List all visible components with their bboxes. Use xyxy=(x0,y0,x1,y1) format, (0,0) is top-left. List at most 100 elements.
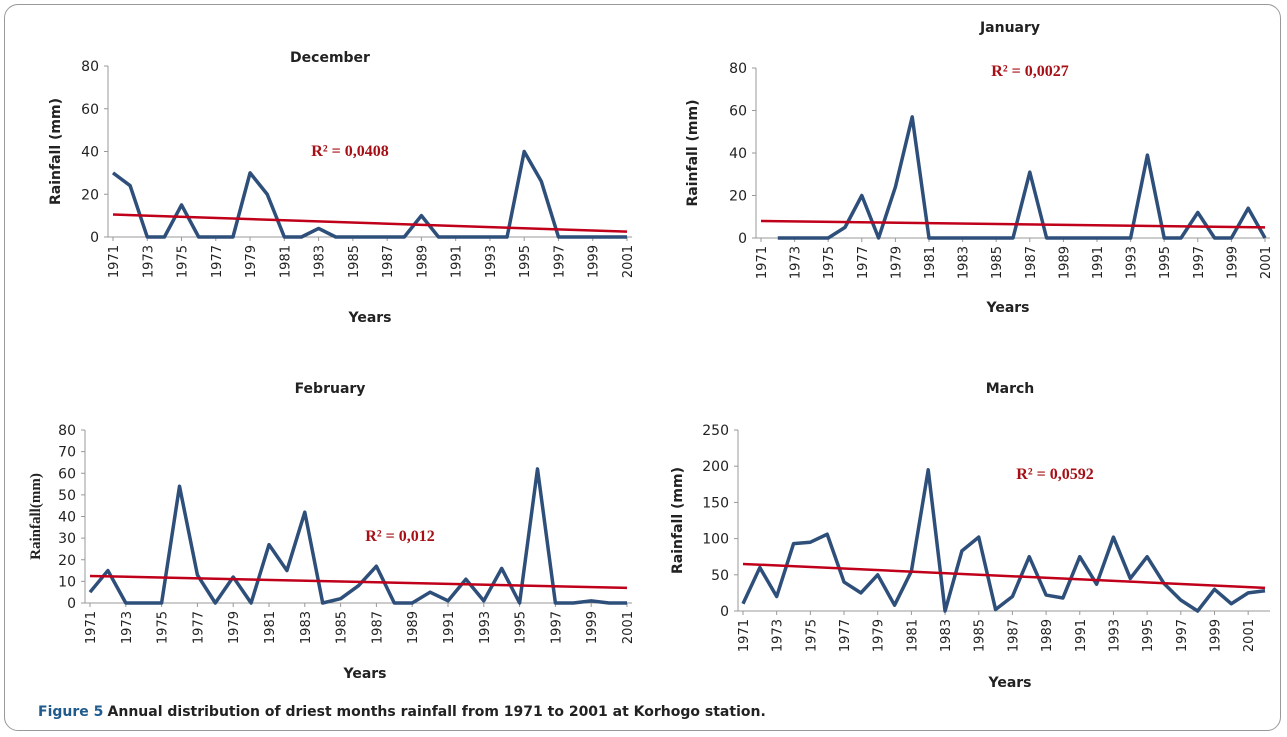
x-tick-label: 1975 xyxy=(156,611,171,644)
y-tick-label: 20 xyxy=(58,553,76,569)
x-tick-label: 1997 xyxy=(1175,619,1190,652)
y-tick-label: 10 xyxy=(58,574,76,590)
chart-title: December xyxy=(290,50,370,66)
x-tick-label: 1993 xyxy=(1125,246,1140,279)
x-tick-label: 1983 xyxy=(939,619,954,652)
data-line xyxy=(111,149,627,239)
trend-line xyxy=(742,562,1266,590)
x-tick-label: 1973 xyxy=(789,246,804,279)
x-tick-label: 1987 xyxy=(370,611,385,644)
y-tick-label: 0 xyxy=(720,604,729,620)
x-axis-label: Years xyxy=(987,675,1031,691)
x-tick-label: 1999 xyxy=(1208,619,1223,652)
x-tick-label: 1979 xyxy=(872,619,887,652)
y-tick-label: 50 xyxy=(58,488,76,504)
x-tick-label: 1975 xyxy=(804,619,819,652)
x-tick-label: 1989 xyxy=(1057,246,1072,279)
x-tick-label: 1997 xyxy=(552,245,567,278)
y-axis-label: Rainfall (mm) xyxy=(48,98,64,205)
x-axis-label: Years xyxy=(342,666,386,682)
x-tick-label: 1993 xyxy=(1107,619,1122,652)
y-tick-label: 60 xyxy=(58,466,76,482)
data-line xyxy=(741,468,1266,613)
r-squared: R² = 0,0592 xyxy=(1016,466,1093,483)
x-tick-label: 1979 xyxy=(889,246,904,279)
x-tick-label: 1983 xyxy=(313,245,328,278)
trend-line xyxy=(760,219,1266,229)
y-tick-label: 60 xyxy=(81,102,99,118)
x-tick-label: 1985 xyxy=(347,245,362,278)
x-tick-label: 2001 xyxy=(1259,246,1274,279)
y-tick-label: 20 xyxy=(81,187,99,203)
x-tick-label: 1977 xyxy=(210,245,225,278)
x-tick-label: 1985 xyxy=(335,611,350,644)
caption-text: Annual distribution of driest months rai… xyxy=(108,704,766,720)
x-tick-label: 1993 xyxy=(478,611,493,644)
x-tick-label: 1991 xyxy=(1091,246,1106,279)
caption-label: Figure 5 xyxy=(38,704,103,720)
x-tick-label: 1971 xyxy=(107,245,122,278)
y-tick-label: 100 xyxy=(702,532,729,548)
trend-line xyxy=(112,213,628,233)
x-tick-label: 1999 xyxy=(585,611,600,644)
x-tick-label: 1977 xyxy=(856,246,871,279)
x-tick-label: 1981 xyxy=(278,245,293,278)
x-tick-label: 1993 xyxy=(484,245,499,278)
caption: Figure 5 Annual distribution of driest m… xyxy=(38,704,766,720)
x-tick-label: 1989 xyxy=(1040,619,1055,652)
x-tick-label: 1983 xyxy=(957,246,972,279)
x-tick-label: 1995 xyxy=(514,611,529,644)
y-tick-label: 60 xyxy=(729,104,747,120)
y-tick-label: 250 xyxy=(702,423,729,439)
x-tick-label: 1987 xyxy=(1006,619,1021,652)
x-tick-label: 1979 xyxy=(227,611,242,644)
x-tick-label: 1971 xyxy=(737,619,752,652)
x-tick-label: 1997 xyxy=(1192,246,1207,279)
x-tick-label: 2001 xyxy=(621,611,636,644)
y-tick-label: 70 xyxy=(58,445,76,461)
data-line xyxy=(88,467,627,605)
y-tick-label: 30 xyxy=(58,531,76,547)
r-squared: R² = 0,012 xyxy=(365,528,434,545)
x-tick-label: 1991 xyxy=(1074,619,1089,652)
y-tick-label: 80 xyxy=(81,59,99,75)
x-tick-label: 1989 xyxy=(406,611,421,644)
y-tick-label: 20 xyxy=(729,189,747,205)
x-tick-label: 1995 xyxy=(1158,246,1173,279)
x-tick-label: 2001 xyxy=(1242,619,1257,652)
x-tick-label: 1973 xyxy=(141,245,156,278)
x-tick-label: 1987 xyxy=(381,245,396,278)
x-tick-label: 1987 xyxy=(1024,246,1039,279)
chart-title: March xyxy=(986,381,1035,397)
figure-frame xyxy=(4,4,1281,731)
x-tick-label: 1973 xyxy=(771,619,786,652)
x-tick-label: 1995 xyxy=(518,245,533,278)
y-tick-label: 50 xyxy=(711,568,729,584)
y-tick-label: 80 xyxy=(729,61,747,77)
x-tick-label: 1977 xyxy=(838,619,853,652)
x-tick-label: 1989 xyxy=(415,245,430,278)
x-tick-label: 1985 xyxy=(973,619,988,652)
y-tick-label: 0 xyxy=(738,231,747,247)
x-tick-label: 1977 xyxy=(191,611,206,644)
y-tick-label: 0 xyxy=(67,596,76,612)
x-tick-label: 2001 xyxy=(621,245,636,278)
x-tick-label: 1991 xyxy=(442,611,457,644)
x-tick-label: 1985 xyxy=(990,246,1005,279)
y-axis-label: Rainfall(mm) xyxy=(28,473,44,560)
r-squared: R² = 0,0408 xyxy=(311,143,388,160)
x-tick-label: 1999 xyxy=(587,245,602,278)
y-axis-label: Rainfall (mm) xyxy=(670,467,686,574)
x-tick-label: 1981 xyxy=(263,611,278,644)
x-tick-label: 1979 xyxy=(244,245,259,278)
chart-title: January xyxy=(979,20,1040,36)
y-tick-label: 150 xyxy=(702,495,729,511)
y-tick-label: 0 xyxy=(90,230,99,246)
x-tick-label: 1981 xyxy=(923,246,938,279)
y-tick-label: 80 xyxy=(58,423,76,439)
x-tick-label: 1991 xyxy=(450,245,465,278)
y-tick-label: 40 xyxy=(58,510,76,526)
chart-title: February xyxy=(295,381,366,397)
